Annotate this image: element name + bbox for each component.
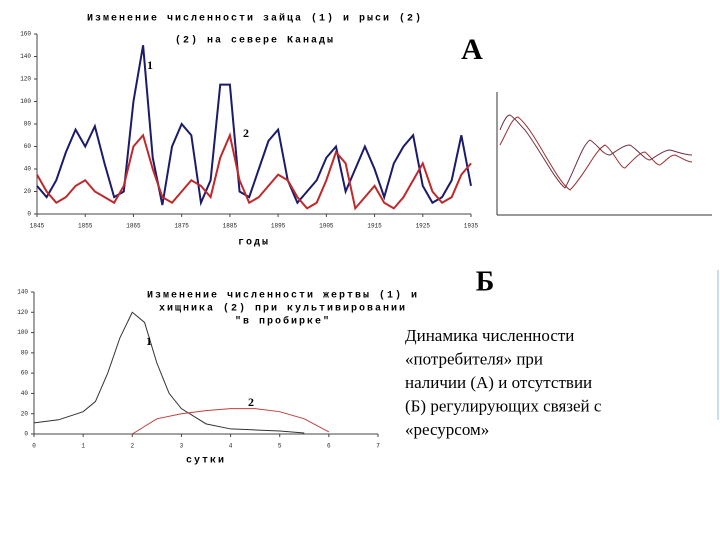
y-tick-label: 20	[21, 410, 29, 417]
x-tick-label: 5	[278, 443, 282, 450]
x-tick-label: 1895	[271, 223, 286, 230]
x-axis-label: годы	[238, 238, 270, 249]
y-tick-label: 40	[21, 390, 29, 397]
y-tick-label: 140	[20, 53, 31, 60]
x-tick-label: 1865	[126, 223, 141, 230]
series-line	[132, 408, 330, 435]
caption-line: «ресурсом»	[405, 420, 489, 439]
caption-line: (Б) регулирующих связей с	[405, 396, 602, 415]
x-tick-label: 1915	[367, 223, 382, 230]
caption-line: наличии (А) и отсутствии	[405, 373, 592, 392]
chart-title: "в пробирке"	[235, 315, 331, 328]
x-tick-label: 1905	[319, 223, 334, 230]
x-tick-label: 1855	[78, 223, 93, 230]
x-tick-label: 1	[81, 443, 85, 450]
label-a: А	[461, 33, 483, 66]
y-tick-label: 40	[24, 166, 32, 173]
y-tick-label: 0	[27, 211, 31, 218]
y-tick-label: 0	[24, 431, 28, 438]
x-tick-label: 3	[180, 443, 184, 450]
y-tick-label: 120	[17, 309, 28, 316]
y-tick-label: 60	[21, 370, 29, 377]
caption-line: «потребителя» при	[405, 349, 543, 368]
annotation: 2	[243, 126, 249, 140]
y-tick-label: 80	[21, 349, 29, 356]
x-tick-label: 1935	[464, 223, 479, 230]
y-tick-label: 120	[20, 76, 31, 83]
schematic	[496, 92, 712, 216]
series-line	[33, 311, 305, 434]
chart-title: Изменение численности зайца (1) и рыси (…	[87, 13, 423, 25]
x-tick-label: 1875	[174, 223, 189, 230]
x-tick-label: 1885	[223, 223, 238, 230]
caption-line: Динамика численности	[405, 326, 574, 345]
x-tick-label: 1925	[416, 223, 431, 230]
x-axis-label: сутки	[186, 456, 226, 467]
y-tick-label: 80	[24, 121, 32, 128]
x-tick-label: 4	[229, 443, 233, 450]
annotation: 1	[146, 334, 152, 348]
series-line	[36, 45, 472, 207]
annotation: 2	[248, 395, 254, 409]
series-line	[36, 131, 472, 211]
y-tick-label: 140	[17, 289, 28, 296]
y-tick-label: 60	[24, 143, 32, 150]
chart-title: (2) на севере Канады	[175, 35, 335, 47]
y-tick-label: 100	[17, 329, 28, 336]
annotation: 1	[147, 58, 153, 72]
y-tick-label: 160	[20, 31, 31, 38]
chart-title: Изменение численности жертвы (1) и	[147, 290, 419, 302]
x-tick-label: 6	[327, 443, 331, 450]
label-b: Б	[476, 266, 495, 297]
schematic-curve	[499, 114, 693, 189]
x-tick-label: 1845	[30, 223, 45, 230]
x-tick-label: 0	[32, 443, 36, 450]
chart-title: хищника (2) при культивировании	[159, 303, 407, 315]
y-tick-label: 20	[24, 188, 32, 195]
schematic-curve	[499, 116, 693, 191]
y-tick-label: 100	[20, 98, 31, 105]
x-tick-label: 2	[130, 443, 134, 450]
x-tick-label: 7	[376, 443, 380, 450]
